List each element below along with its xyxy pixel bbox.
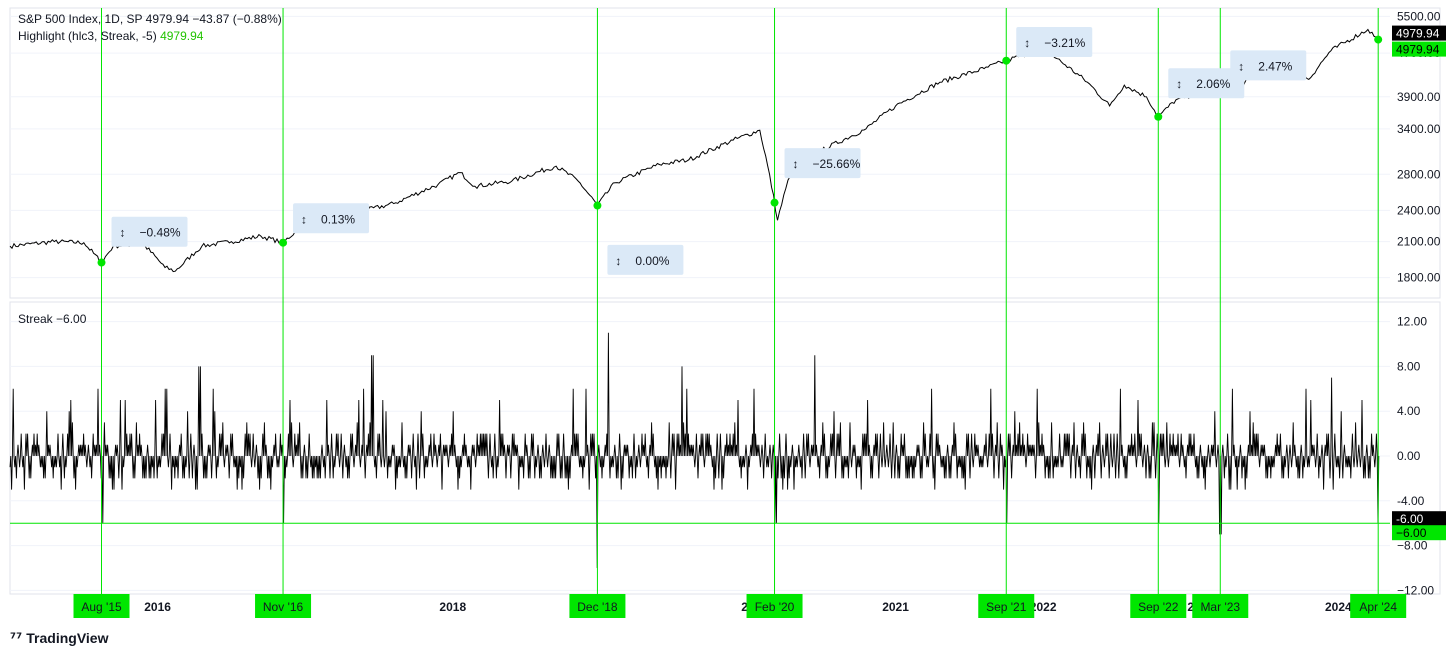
x-axis-highlight-tag bbox=[1130, 594, 1187, 618]
highlight-marker bbox=[97, 258, 106, 267]
x-axis-highlight-tag bbox=[569, 594, 626, 618]
tradingview-logo-icon: ⁷⁷ bbox=[10, 631, 23, 647]
x-axis-highlight-label: Sep '22 bbox=[1138, 600, 1179, 614]
measure-icon: ↕ bbox=[615, 254, 621, 268]
price-tick-label: 3900.00 bbox=[1397, 90, 1441, 104]
measure-box bbox=[784, 148, 861, 179]
streak-last-tag-text: -6.00 bbox=[1396, 512, 1424, 526]
tradingview-logo[interactable]: ⁷⁷ TradingView bbox=[10, 630, 108, 647]
legend-streak: Streak −6.00 bbox=[18, 312, 86, 326]
price-series-line bbox=[9, 28, 1379, 273]
brand-label: TradingView bbox=[26, 630, 109, 646]
legend-highlight: Highlight (hlc3, Streak, -5) 4979.94 bbox=[18, 29, 203, 43]
streak-tick-label: 0.00 bbox=[1397, 449, 1421, 463]
x-axis-year-label: 2 bbox=[1187, 600, 1194, 614]
highlight-marker bbox=[1154, 112, 1163, 121]
x-axis-highlight-label: Nov '16 bbox=[263, 600, 304, 614]
measure-icon: ↕ bbox=[793, 157, 799, 171]
x-axis-year-label: 2018 bbox=[439, 600, 466, 614]
x-axis-highlight-label: Aug '15 bbox=[81, 600, 122, 614]
x-axis-year-label: 2024 bbox=[1325, 600, 1352, 614]
x-axis-year-label: 2016 bbox=[144, 600, 171, 614]
legend-highlight-value: 4979.94 bbox=[160, 29, 204, 43]
streak-series-line bbox=[9, 332, 1380, 569]
legend-streak-label: Streak −6.00 bbox=[18, 312, 87, 326]
price-tick-label: 1800.00 bbox=[1397, 271, 1441, 285]
x-axis-highlight-label: Dec '18 bbox=[577, 600, 618, 614]
streak-tick-label: 8.00 bbox=[1397, 359, 1421, 373]
measure-box bbox=[293, 203, 370, 234]
price-tick-label: 5500.00 bbox=[1397, 9, 1441, 23]
measure-box bbox=[1230, 50, 1307, 81]
highlight-last-tag-text: 4979.94 bbox=[1396, 43, 1440, 57]
x-axis-highlight-label: Mar '23 bbox=[1200, 600, 1240, 614]
legend-symbol: S&P 500 Index, 1D, SP bbox=[18, 12, 143, 26]
price-tick-label: 2400.00 bbox=[1397, 203, 1441, 217]
highlight-marker bbox=[279, 238, 288, 247]
legend-values: 4979.94 −43.87 (−0.88%) bbox=[145, 12, 282, 26]
highlight-marker bbox=[1002, 56, 1011, 65]
highlight-last-tag bbox=[1392, 41, 1446, 57]
measure-icon: ↕ bbox=[120, 226, 126, 240]
legend-main: S&P 500 Index, 1D, SP 4979.94 −43.87 (−0… bbox=[18, 12, 282, 26]
price-last-tag bbox=[1392, 25, 1446, 41]
measure-box bbox=[111, 216, 188, 247]
x-axis-highlight-tag bbox=[978, 594, 1035, 618]
legend-highlight-label: Highlight (hlc3, Streak, -5) bbox=[18, 29, 157, 43]
streak-tick-label: 12.00 bbox=[1397, 315, 1427, 329]
x-axis-highlight-tag bbox=[73, 594, 130, 618]
measure-box bbox=[607, 244, 684, 275]
measure-label: 2.06% bbox=[1196, 77, 1230, 91]
highlight-marker bbox=[770, 198, 779, 207]
measure-icon: ↕ bbox=[1176, 77, 1182, 91]
highlight-marker bbox=[593, 201, 602, 210]
x-axis-highlight-tag bbox=[255, 594, 312, 618]
x-axis-highlight-tag bbox=[1350, 594, 1407, 618]
measure-label: −3.21% bbox=[1044, 36, 1085, 50]
streak-tick-label: 4.00 bbox=[1397, 404, 1421, 418]
price-tick-label: 2800.00 bbox=[1397, 167, 1441, 181]
streak-tick-label: −8.00 bbox=[1397, 539, 1428, 553]
measure-box bbox=[1168, 68, 1245, 99]
price-pane bbox=[9, 7, 1441, 299]
x-axis-highlight-label: Feb '20 bbox=[755, 600, 795, 614]
measure-icon: ↕ bbox=[301, 212, 307, 226]
x-axis-year-label: 2021 bbox=[882, 600, 909, 614]
x-axis-highlight-label: Apr '24 bbox=[1359, 600, 1397, 614]
x-axis-highlight-tag bbox=[1192, 594, 1249, 618]
price-tick-label: 2100.00 bbox=[1397, 235, 1441, 249]
streak-threshold-tag-text: −6.00 bbox=[1396, 526, 1427, 540]
measure-label: 0.13% bbox=[321, 212, 355, 226]
measure-icon: ↕ bbox=[1024, 36, 1030, 50]
measure-box bbox=[1016, 27, 1093, 58]
price-tick-label: 3400.00 bbox=[1397, 122, 1441, 136]
streak-threshold-tag bbox=[1392, 525, 1446, 541]
x-axis-highlight-label: Sep '21 bbox=[986, 600, 1027, 614]
x-axis-highlight-tag bbox=[746, 594, 803, 618]
measure-label: −0.48% bbox=[140, 226, 181, 240]
x-axis-year-label: 2022 bbox=[1030, 600, 1057, 614]
measure-label: −25.66% bbox=[813, 157, 861, 171]
streak-pane bbox=[9, 301, 1441, 595]
price-last-tag-text: 4979.94 bbox=[1396, 27, 1440, 41]
streak-tick-label: −12.00 bbox=[1397, 583, 1434, 597]
streak-last-tag bbox=[1392, 511, 1446, 527]
streak-tick-label: -4.00 bbox=[1397, 494, 1425, 508]
measure-icon: ↕ bbox=[1238, 59, 1244, 73]
highlight-marker bbox=[1374, 35, 1383, 44]
measure-label: 2.47% bbox=[1258, 59, 1292, 73]
measure-label: 0.00% bbox=[635, 254, 669, 268]
